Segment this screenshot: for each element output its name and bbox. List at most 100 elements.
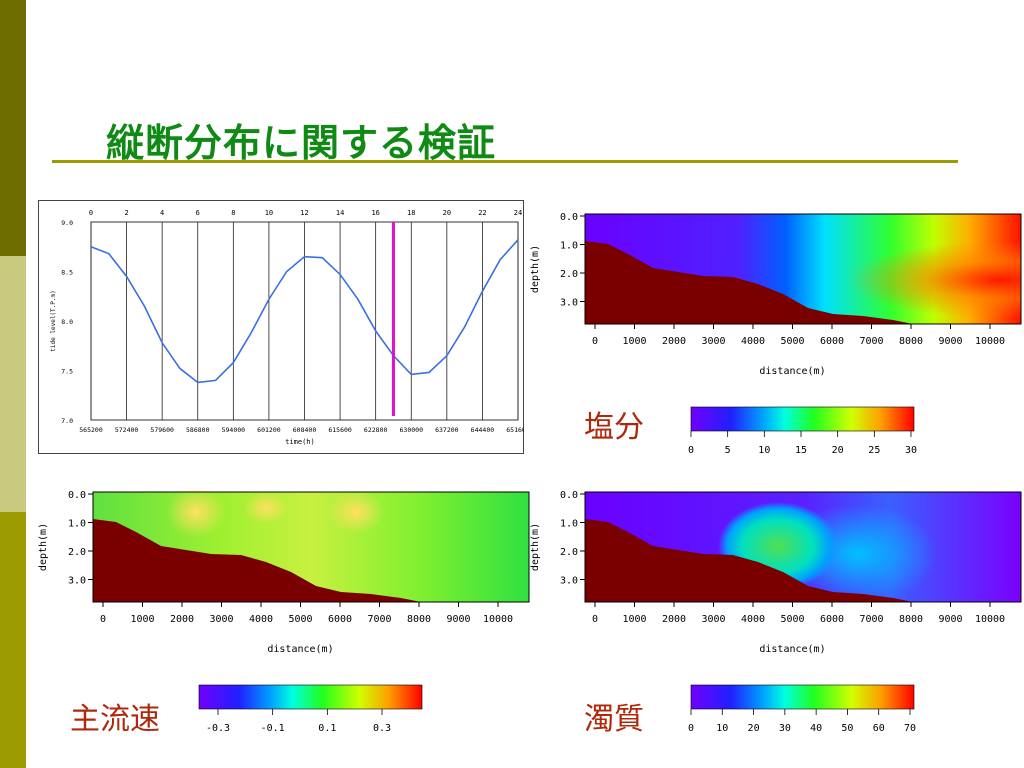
section-y-tick: 2.0 [560, 269, 578, 280]
tide-x-axis-label: time(h) [285, 438, 315, 446]
tide-top-tick: 4 [160, 209, 164, 217]
colorbar-tick: 40 [810, 723, 822, 734]
section-y-tick: 1.0 [68, 519, 86, 530]
section-frame [92, 491, 530, 603]
section-x-tick: 4000 [741, 614, 765, 625]
tide-y-tick: 9.0 [61, 219, 73, 227]
section-y-axis-label: depth(m) [530, 245, 541, 293]
section-x-tick: 5000 [288, 614, 312, 625]
section-x-tick: 2000 [662, 336, 686, 347]
tide-top-tick: 0 [89, 209, 93, 217]
section-y-axis-label: depth(m) [530, 523, 541, 571]
section-x-tick: 10000 [975, 336, 1005, 347]
velocity-section-panel: 0.0 1.0 2.0 3.0 0 1000 2000 3000 4000 5000 6000 700… [36, 484, 532, 664]
section-x-tick: 3000 [209, 614, 233, 625]
section-y-tick: 3.0 [68, 576, 86, 587]
salinity-caption: 塩分 [584, 410, 644, 445]
tide-x-tick: 630000 [400, 426, 424, 434]
tide-top-tick: 12 [300, 209, 308, 217]
tide-x-tick: 601200 [257, 426, 281, 434]
section-x-tick: 8000 [899, 614, 923, 625]
section-x-axis-label: distance(m) [759, 366, 825, 377]
tide-x-tick: 608400 [293, 426, 317, 434]
slide-title: 縦断分布に関する検証 [106, 121, 497, 165]
colorbar-tick: 0 [688, 723, 694, 734]
section-x-tick: 1000 [622, 614, 646, 625]
tide-chart: 0 565200 2 572400 4 579600 6 586800 8 594000 10 601… [38, 200, 530, 454]
velocity-section: 0.0 1.0 2.0 3.0 0 1000 2000 3000 4000 5000 6000 700… [38, 486, 530, 655]
section-x-tick: 1000 [130, 614, 154, 625]
turbidity-section: 0.0 1.0 2.0 3.0 0 1000 2000 3000 4000 5000 6000 700… [530, 490, 1022, 655]
colorbar-tick: 0.3 [373, 723, 391, 734]
section-x-tick: 10000 [975, 614, 1005, 625]
section-y-tick: 2.0 [68, 547, 86, 558]
tide-top-tick: 8 [231, 209, 235, 217]
title-underline [52, 160, 958, 163]
riverbed [585, 519, 913, 602]
section-y-tick: 0.0 [560, 490, 578, 501]
section-x-tick: 0 [100, 614, 106, 625]
side-segment-middle [0, 256, 26, 512]
side-decoration [0, 0, 26, 768]
section-y-tick: 0.0 [68, 490, 86, 501]
tide-top-tick: 2 [124, 209, 128, 217]
tide-top-tick: 18 [407, 209, 415, 217]
tide-top-tick: 16 [371, 209, 379, 217]
salinity-section-panel: 0.0 1.0 2.0 3.0 0 1000 2000 3000 4000 5000 6000 700… [528, 206, 1024, 386]
section-x-axis-label: distance(m) [759, 644, 825, 655]
section-x-tick: 5000 [780, 614, 804, 625]
section-x-tick: 2000 [170, 614, 194, 625]
colorbar-tick: 30 [779, 723, 791, 734]
colorbar-tick: -0.1 [261, 723, 285, 734]
tide-x-tick: 651600 [506, 426, 524, 434]
section-x-tick: 9000 [938, 614, 962, 625]
colorbar-tick: -0.3 [206, 723, 230, 734]
turbidity-section-panel: 0.0 1.0 2.0 3.0 0 1000 2000 3000 4000 5000 6000 700… [528, 484, 1024, 664]
section-x-tick: 6000 [820, 614, 844, 625]
velocity-caption: 主流速 [70, 702, 160, 737]
tide-level-series [90, 239, 519, 384]
tide-y-tick: 8.5 [61, 269, 73, 277]
colorbar-tick: 5 [725, 445, 731, 456]
salinity-colorbar: 0 5 10 15 20 25 30 [684, 404, 924, 460]
section-x-tick: 7000 [859, 614, 883, 625]
tide-x-tick: 579600 [150, 426, 174, 434]
tide-y-tick: 7.0 [61, 417, 73, 425]
section-x-tick: 8000 [407, 614, 431, 625]
section-y-tick: 2.0 [560, 547, 578, 558]
section-x-tick: 2000 [662, 614, 686, 625]
turbidity-colorbar: 0 10 20 30 40 50 60 70 [684, 682, 924, 738]
section-x-tick: 4000 [741, 336, 765, 347]
section-x-tick: 0 [592, 614, 598, 625]
section-x-tick: 6000 [328, 614, 352, 625]
tide-y-tick: 7.5 [61, 368, 73, 376]
colorbar-tick: 20 [748, 723, 760, 734]
side-segment-bottom [0, 512, 26, 768]
section-x-tick: 8000 [899, 336, 923, 347]
section-y-tick: 1.0 [560, 519, 578, 530]
tide-x-tick: 572400 [115, 426, 139, 434]
tide-y-axis-label: tide level(T.P.m) [50, 290, 57, 351]
section-x-tick: 9000 [938, 336, 962, 347]
section-x-tick: 7000 [367, 614, 391, 625]
colorbar-tick: 0.1 [318, 723, 336, 734]
colorbar-tick: 60 [873, 723, 885, 734]
side-segment-top [0, 0, 26, 256]
section-y-tick: 3.0 [560, 576, 578, 587]
tide-x-tick: 594000 [222, 426, 246, 434]
section-x-tick: 10000 [483, 614, 513, 625]
section-x-tick: 3000 [701, 336, 725, 347]
tide-chart-panel: 0 565200 2 572400 4 579600 6 586800 8 594000 10 601… [38, 200, 530, 454]
colorbar-tick: 25 [868, 445, 880, 456]
tide-top-tick: 6 [196, 209, 200, 217]
riverbed [93, 519, 421, 602]
section-x-tick: 6000 [820, 336, 844, 347]
section-frame [584, 491, 1022, 603]
tide-top-tick: 24 [514, 209, 522, 217]
turbidity-caption: 濁質 [584, 702, 644, 737]
colorbar-tick: 50 [841, 723, 853, 734]
colorbar-tick: 30 [905, 445, 917, 456]
section-x-tick: 7000 [859, 336, 883, 347]
section-y-axis-label: depth(m) [38, 523, 49, 571]
colorbar-tick: 0 [688, 445, 694, 456]
